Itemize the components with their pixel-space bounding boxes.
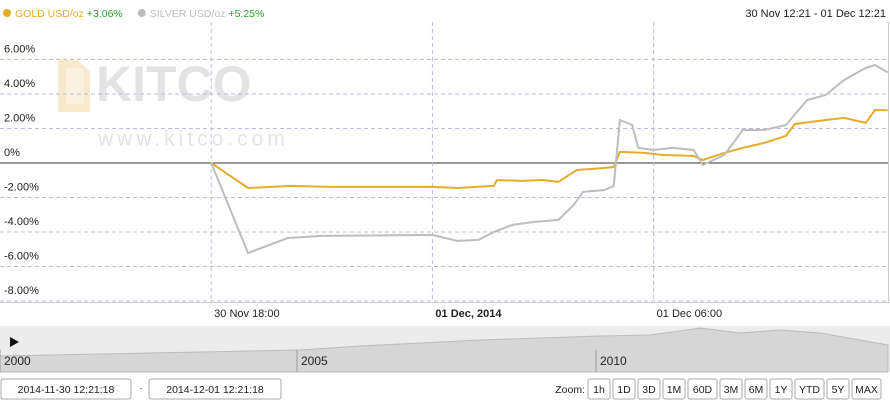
zoom-button[interactable]: 3D (637, 378, 661, 400)
legend-marker (3, 9, 11, 17)
zoom-button-box[interactable] (826, 378, 850, 400)
legend-change: +5.25% (228, 8, 264, 20)
date-input-to[interactable]: 2014-12-01 12:21:18 (148, 378, 282, 400)
x-axis-line (0, 302, 890, 303)
zoom-button-text: 1M (667, 384, 682, 396)
zoom-button-text: 5Y (832, 384, 845, 396)
x-tick-label: 30 Nov 18:00 (214, 308, 279, 320)
zoom-button-box[interactable] (744, 378, 768, 400)
y-tick-label: 6.00% (4, 43, 35, 55)
zoom-button-box[interactable] (851, 378, 882, 400)
plot-edge (888, 22, 889, 302)
zoom-button-box[interactable] (587, 378, 611, 400)
y-tick-label: -2.00% (4, 181, 39, 193)
zoom-button-box[interactable] (794, 378, 825, 400)
watermark: KITCO www.kitco.com (58, 56, 289, 151)
zoom-button[interactable]: 6M (744, 378, 768, 400)
y-tick-label: -4.00% (4, 216, 39, 228)
zoom-button-box[interactable] (612, 378, 636, 400)
zoom-button-text: 1h (593, 384, 605, 396)
y-tick-label: 2.00% (4, 112, 35, 124)
date-range: 30 Nov 12:21 - 01 Dec 12:21 (745, 8, 886, 20)
zoom-button[interactable]: 1M (662, 378, 686, 400)
play-button[interactable] (10, 337, 19, 347)
watermark-url: www.kitco.com (97, 128, 289, 151)
navigator-label: 2005 (301, 354, 328, 368)
zoom-button-box[interactable] (719, 378, 743, 400)
zoom-button[interactable]: 1D (612, 378, 636, 400)
zoom-button-box[interactable] (687, 378, 718, 400)
x-tick-label: 01 Dec 06:00 (657, 308, 722, 320)
y-tick-label: -8.00% (4, 285, 39, 297)
zoom-button-text: YTD (799, 384, 820, 396)
zoom-button[interactable]: 60D (687, 378, 718, 400)
zoom-button-box[interactable] (662, 378, 686, 400)
zoom-button-text: 60D (693, 384, 713, 396)
x-tick-label: 01 Dec, 2014 (435, 308, 502, 320)
watermark-brand: KITCO (96, 56, 252, 112)
zoom-button[interactable]: 5Y (826, 378, 850, 400)
zoom-label: Zoom: (555, 384, 585, 396)
logo-icon-inner (66, 68, 84, 104)
legend-marker (137, 9, 146, 17)
zoom-button-box[interactable] (637, 378, 661, 400)
date-input-from-box[interactable] (0, 378, 132, 400)
zoom-button[interactable]: YTD (794, 378, 825, 400)
series-line (210, 63, 889, 255)
navigator-area (0, 327, 889, 373)
zoom-button-text: MAX (855, 384, 878, 396)
zoom-button-text: 1Y (775, 384, 788, 396)
y-tick-label: 4.00% (4, 78, 35, 90)
legend-name: GOLD USD/oz (15, 8, 84, 20)
zoom-button[interactable]: 1h (587, 378, 611, 400)
range-separator: - (139, 384, 142, 395)
zoom-button-box[interactable] (769, 378, 793, 400)
date-input-to-box[interactable] (148, 378, 282, 400)
zoom-button-text: 3M (724, 384, 739, 396)
date-input-from-text: 2014-11-30 12:21:18 (18, 384, 115, 396)
legend-change: +3.06% (87, 8, 123, 20)
y-tick-label: 0% (4, 147, 20, 159)
zoom-button-text: 1D (617, 384, 631, 396)
zoom-button-text: 3D (642, 384, 656, 396)
date-input-to-text: 2014-12-01 12:21:18 (166, 384, 264, 396)
date-input-from[interactable]: 2014-11-30 12:21:18 (0, 378, 132, 400)
y-tick-label: -6.00% (4, 250, 39, 262)
zoom-button[interactable]: 3M (719, 378, 743, 400)
navigator-label: 2010 (600, 354, 627, 368)
series-line (210, 108, 888, 190)
zoom-button[interactable]: 1Y (769, 378, 793, 400)
zoom-button[interactable]: MAX (851, 378, 882, 400)
legend-name: SILVER USD/oz (150, 8, 226, 20)
zoom-button-text: 6M (749, 384, 764, 396)
navigator-label: 2000 (4, 354, 31, 368)
